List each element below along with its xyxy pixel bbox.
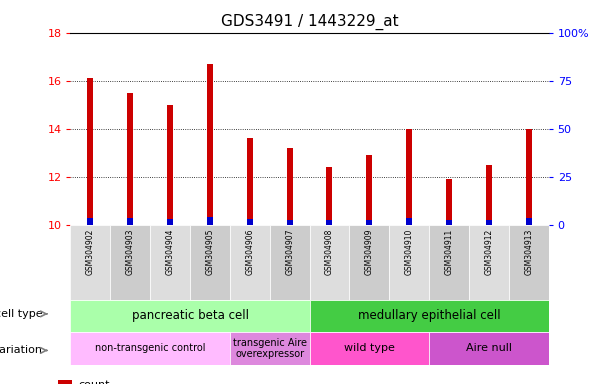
Text: GSM304909: GSM304909 (365, 228, 374, 275)
Bar (486, 165, 492, 225)
Bar (207, 217, 213, 225)
Bar (230, 225, 270, 300)
Text: Aire null: Aire null (466, 343, 512, 354)
Bar (389, 225, 429, 300)
Bar (310, 225, 349, 300)
Text: count: count (78, 380, 110, 384)
Title: GDS3491 / 1443229_at: GDS3491 / 1443229_at (221, 14, 398, 30)
Bar (88, 78, 93, 225)
Bar (429, 332, 549, 365)
Bar (406, 129, 412, 225)
Text: transgenic Aire
overexpressor: transgenic Aire overexpressor (233, 338, 306, 359)
Text: medullary epithelial cell: medullary epithelial cell (358, 310, 500, 322)
Bar (230, 332, 310, 365)
Bar (190, 225, 230, 300)
Bar (367, 155, 372, 225)
Text: non-transgenic control: non-transgenic control (95, 343, 205, 354)
Text: GSM304910: GSM304910 (405, 228, 414, 275)
Text: GSM304906: GSM304906 (245, 228, 254, 275)
Text: genotype/variation: genotype/variation (0, 346, 42, 356)
Bar (247, 138, 253, 225)
Bar (70, 300, 310, 332)
Bar (167, 218, 173, 225)
Text: GSM304907: GSM304907 (285, 228, 294, 275)
Text: GSM304908: GSM304908 (325, 228, 334, 275)
Text: GSM304904: GSM304904 (166, 228, 175, 275)
Bar (70, 332, 230, 365)
Bar (247, 219, 253, 225)
Text: wild type: wild type (344, 343, 395, 354)
Bar (110, 225, 150, 300)
Bar (406, 218, 412, 225)
Bar (446, 179, 452, 225)
Text: GSM304903: GSM304903 (126, 228, 135, 275)
Bar (310, 332, 429, 365)
Bar (526, 129, 531, 225)
Bar (88, 218, 93, 225)
Bar (446, 220, 452, 225)
Bar (150, 225, 190, 300)
Text: GSM304913: GSM304913 (524, 228, 533, 275)
Bar (58, 380, 72, 384)
Bar (509, 225, 549, 300)
Text: GSM304905: GSM304905 (205, 228, 215, 275)
Bar (327, 220, 332, 225)
Bar (367, 220, 372, 225)
Bar (270, 225, 310, 300)
Bar (207, 64, 213, 225)
Bar (167, 105, 173, 225)
Bar (349, 225, 389, 300)
Bar (486, 220, 492, 225)
Text: GSM304912: GSM304912 (484, 228, 493, 275)
Bar (327, 167, 332, 225)
Text: GSM304902: GSM304902 (86, 228, 95, 275)
Text: pancreatic beta cell: pancreatic beta cell (132, 310, 248, 322)
Text: GSM304911: GSM304911 (444, 228, 454, 275)
Bar (310, 300, 549, 332)
Bar (70, 225, 110, 300)
Text: cell type: cell type (0, 309, 42, 319)
Bar (469, 225, 509, 300)
Bar (429, 225, 469, 300)
Bar (128, 93, 133, 225)
Bar (526, 218, 531, 225)
Bar (128, 218, 133, 225)
Bar (287, 148, 292, 225)
Bar (287, 220, 292, 225)
